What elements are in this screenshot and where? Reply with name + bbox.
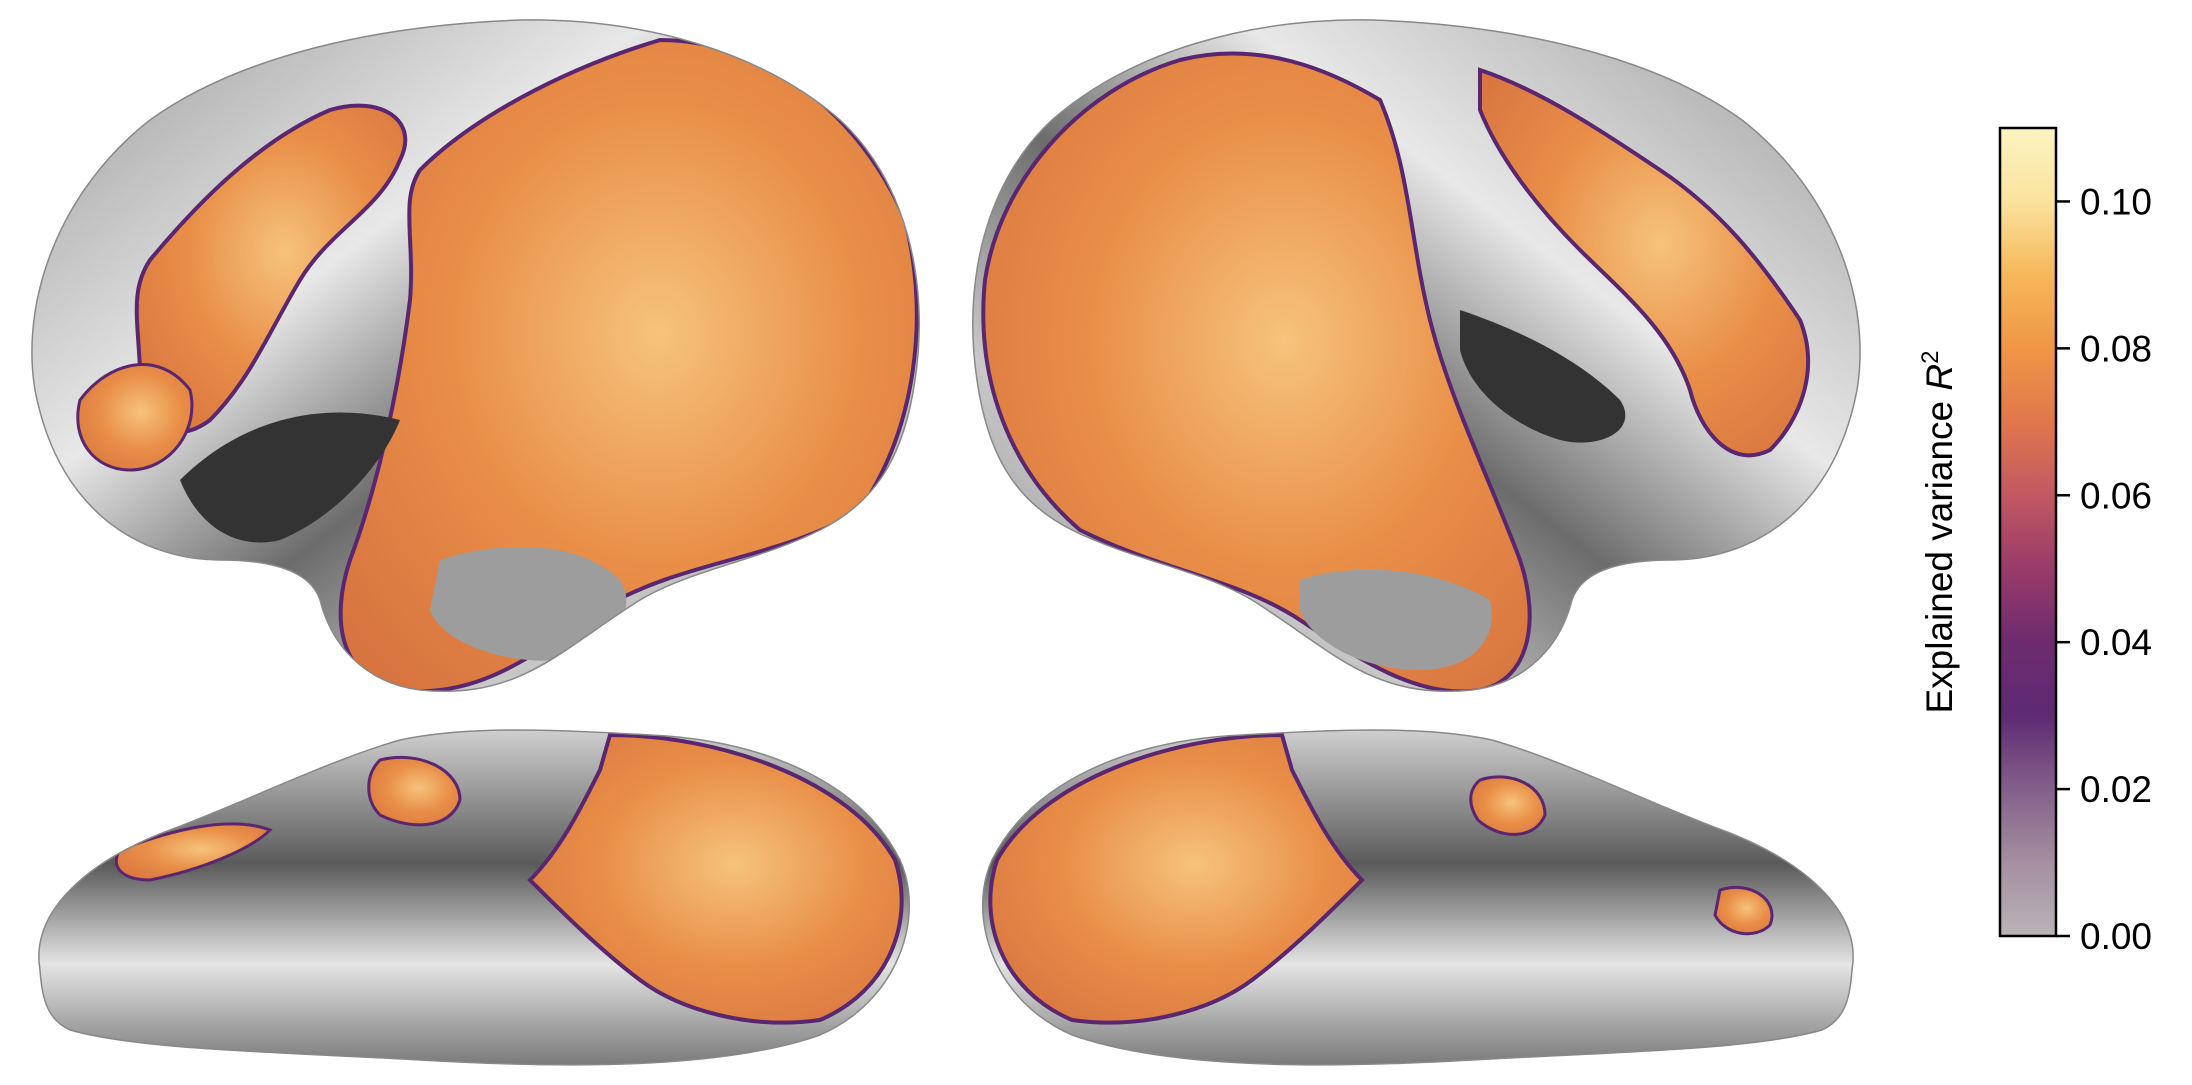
colorbar-tick-label: 0.10 <box>2080 181 2152 222</box>
colorbar: 0.00 0.02 0.04 0.06 0.08 0.10 Explained varia… <box>1917 126 2152 957</box>
right-hemisphere-lateral-view <box>972 19 1861 692</box>
colorbar-title: Explained variance R2 <box>1917 350 1960 713</box>
colorbar-fill <box>2000 128 2056 936</box>
colorbar-tick-label: 0.00 <box>2080 916 2152 957</box>
colorbar-title-exponent: 2 <box>1917 350 1944 363</box>
colorbar-frame <box>1998 126 2058 938</box>
left-hemisphere-ventral-view <box>38 729 911 1066</box>
right-hemisphere-ventral-view <box>981 729 1854 1066</box>
colorbar-title-prefix: Explained variance <box>1919 391 1960 714</box>
colorbar-ticks: 0.00 0.02 0.04 0.06 0.08 0.10 <box>2056 181 2152 957</box>
colorbar-tick-label: 0.02 <box>2080 769 2152 810</box>
colorbar-tick-label: 0.06 <box>2080 475 2152 516</box>
colorbar-title-symbol: R <box>1919 364 1960 391</box>
colorbar-tick-label: 0.04 <box>2080 622 2152 663</box>
colorbar-tick-label: 0.08 <box>2080 328 2152 369</box>
left-hemisphere-lateral-view <box>31 19 920 692</box>
